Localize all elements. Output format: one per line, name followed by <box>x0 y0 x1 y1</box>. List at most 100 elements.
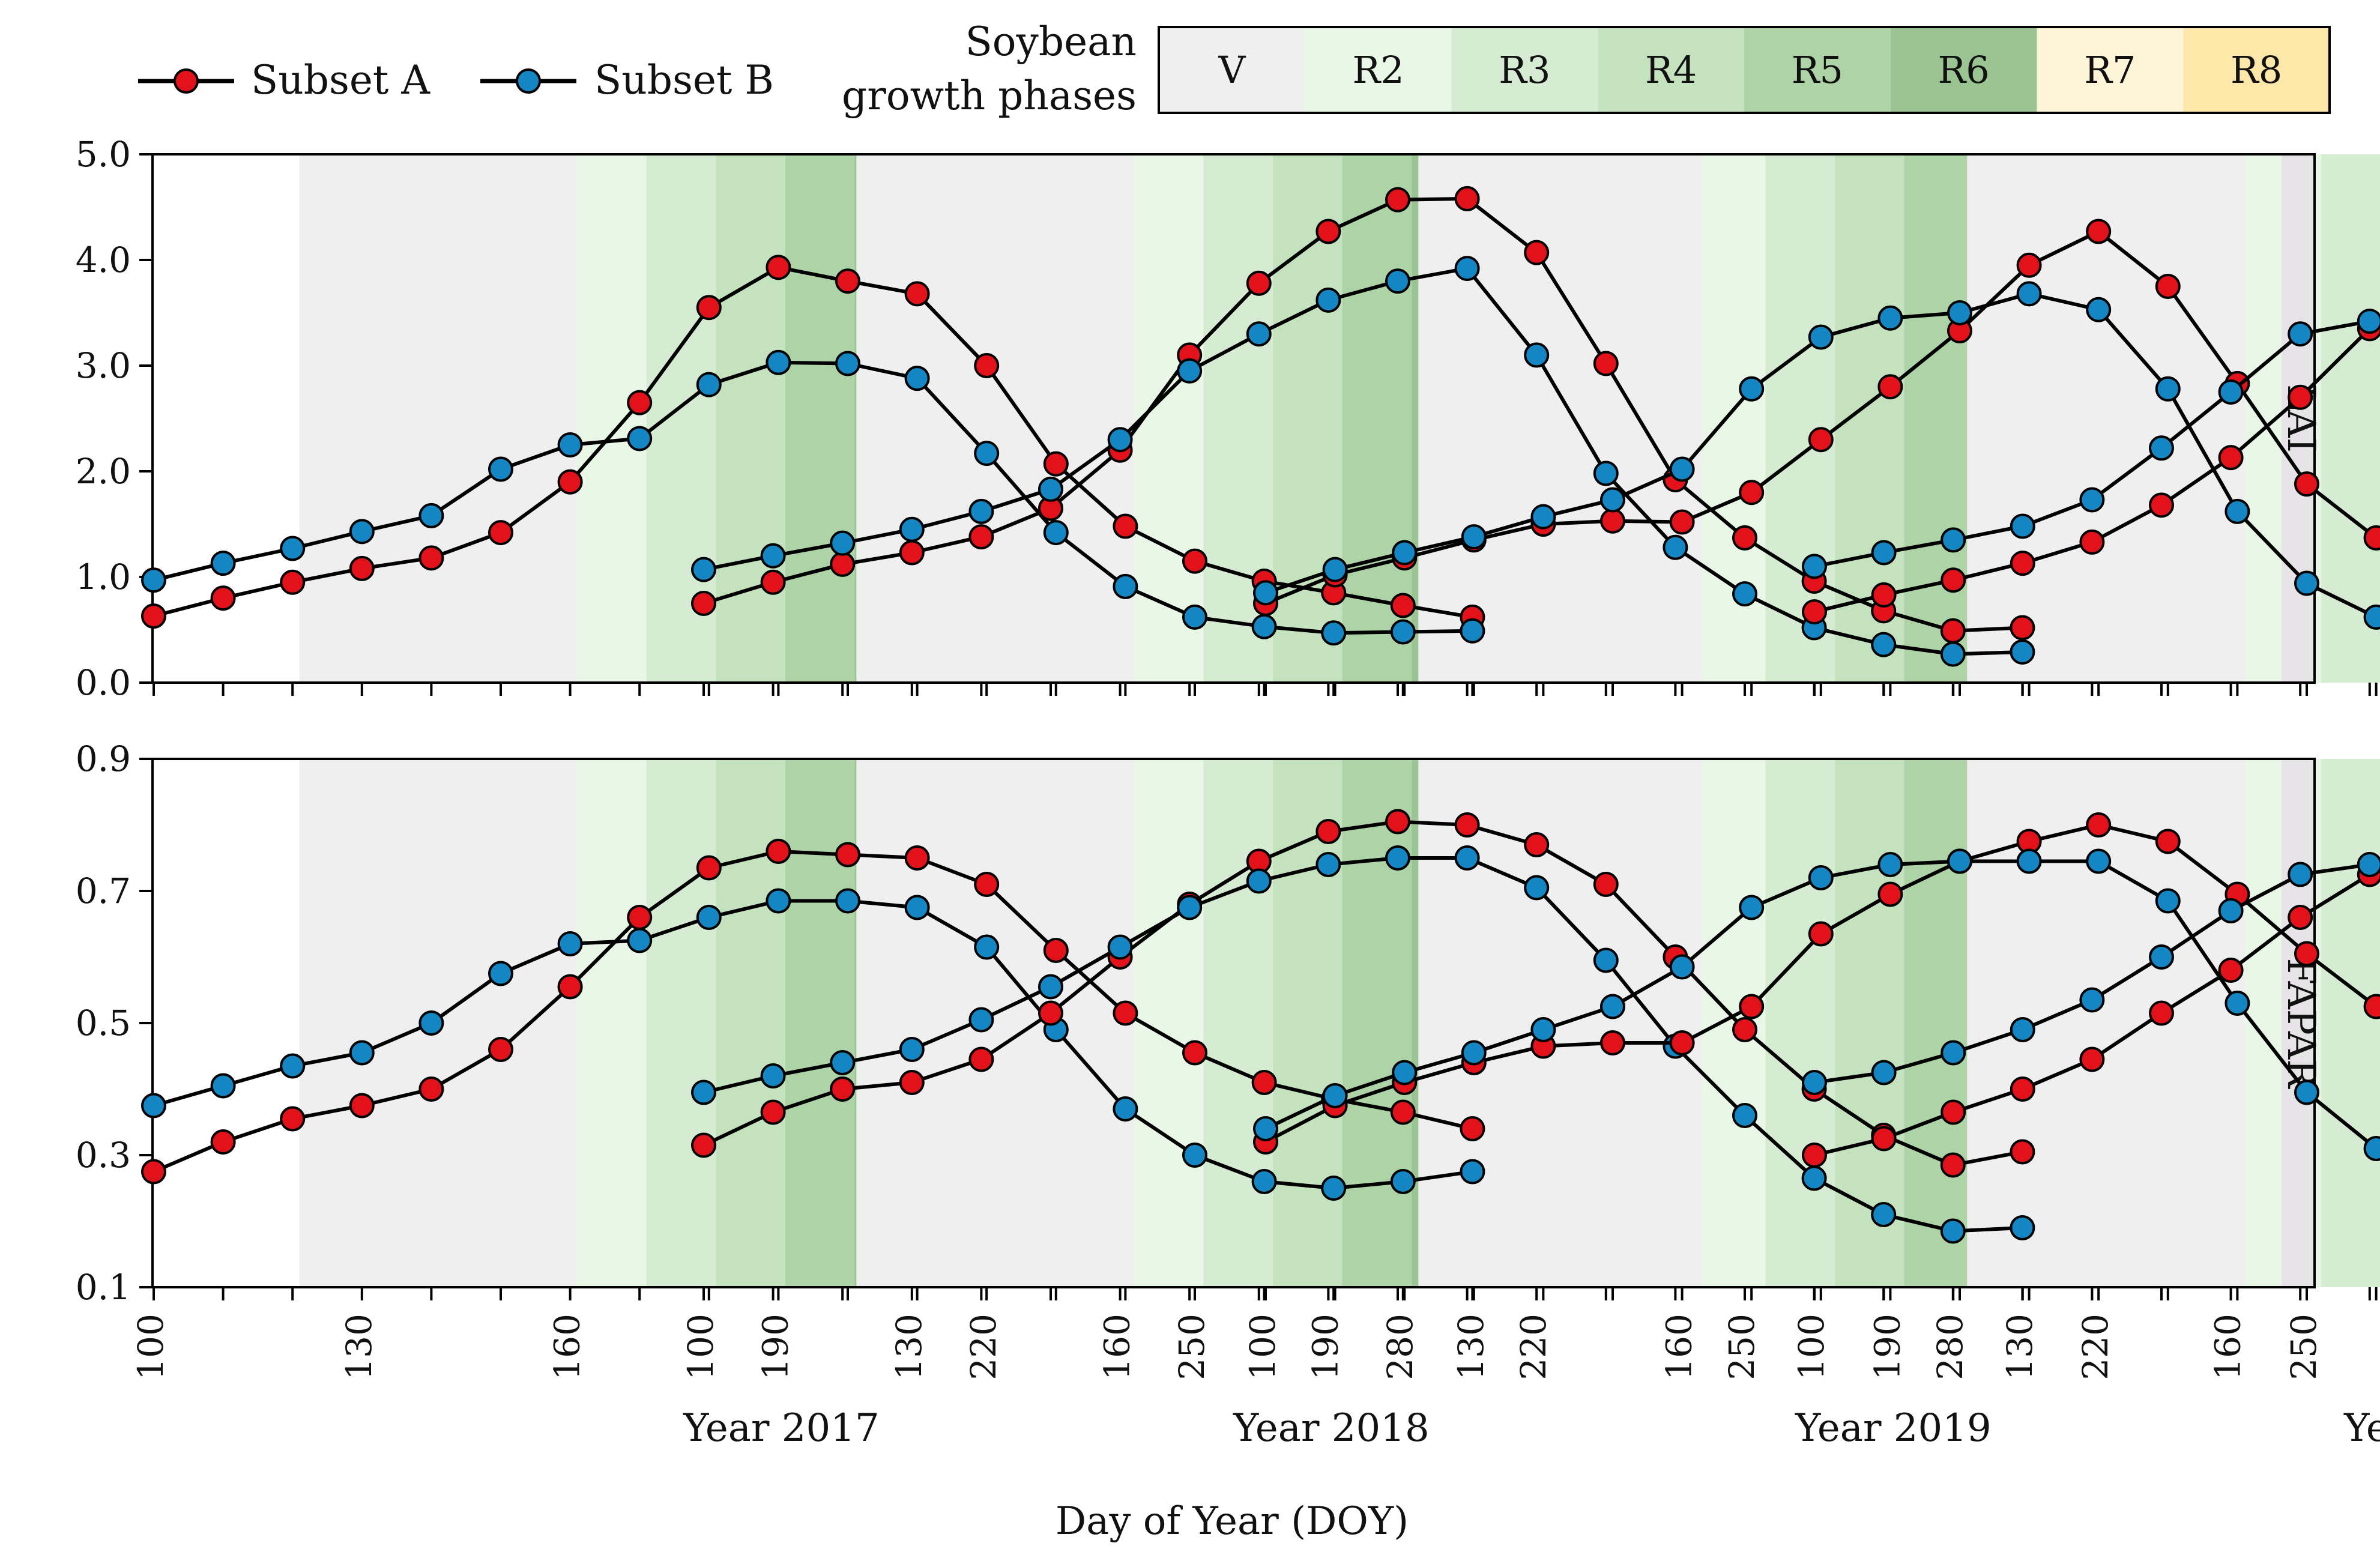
x-tick-label: 100 <box>680 1314 721 1380</box>
data-point-a <box>210 585 236 611</box>
data-point-b <box>280 1053 306 1079</box>
data-point-b <box>1593 947 1619 973</box>
data-point-b <box>696 372 722 397</box>
data-point-b <box>1871 540 1897 566</box>
data-point-a <box>1669 1030 1695 1055</box>
legend-label-b: Subset B <box>594 57 774 103</box>
data-point-b <box>1251 614 1277 639</box>
data-point-a <box>835 842 860 868</box>
data-point-a <box>1182 548 1207 574</box>
data-point-a <box>1802 599 1827 625</box>
x-tick-label: 160 <box>1097 1314 1138 1380</box>
phase-legend-swatch-r6 <box>1890 27 2037 113</box>
y-tick-label: 0.0 <box>76 662 131 703</box>
data-point-b <box>1947 848 1972 874</box>
data-point-a <box>2010 615 2035 641</box>
phase-band-r4 <box>716 759 785 1287</box>
data-point-a <box>1524 832 1550 857</box>
data-point-b <box>1802 1070 1827 1095</box>
x-tick-label: 220 <box>1513 1314 1554 1380</box>
x-tick-label: 190 <box>755 1314 796 1380</box>
panel-strip-fapar <box>2282 759 2315 1287</box>
x-tick-label: 250 <box>1721 1314 1762 1380</box>
data-point-b <box>488 961 513 986</box>
phase-band-r5 <box>1904 759 1974 1287</box>
data-point-b <box>1600 994 1625 1019</box>
phase-band-v <box>1967 759 2245 1287</box>
series-legend: Subset A Subset B <box>138 57 774 103</box>
data-point-a <box>1038 1000 1063 1026</box>
year-label: Year 2017 <box>683 1406 880 1451</box>
data-point-a <box>1802 1143 1827 1168</box>
phases-legend: Soybean growth phases V R2 R3 R4 R5 R6 R7 R8 <box>842 19 2331 119</box>
data-point-b <box>2294 570 2319 596</box>
data-point-b <box>1182 1143 1207 1168</box>
data-point-b <box>418 1010 444 1036</box>
year-label: Year 2019 <box>1795 1406 1992 1451</box>
data-point-b <box>974 441 1000 466</box>
data-point-b <box>1802 554 1827 579</box>
phase-legend-label-r8: R8 <box>2230 48 2282 92</box>
data-point-b <box>2149 435 2174 461</box>
data-point-b <box>1732 1103 1757 1128</box>
data-point-a <box>1940 1152 1966 1178</box>
data-point-b <box>1669 456 1695 482</box>
y-tick-label: 0.9 <box>76 738 131 779</box>
data-point-a <box>968 1046 994 1072</box>
data-point-b <box>2016 848 2042 874</box>
data-point-a <box>1113 1000 1138 1026</box>
data-point-b <box>210 1073 236 1099</box>
phase-band-r2 <box>577 759 647 1287</box>
data-point-a <box>1732 525 1757 551</box>
data-point-a <box>2086 812 2112 838</box>
x-tick-label: 130 <box>1451 1314 1491 1380</box>
y-tick-label: 0.7 <box>76 871 131 911</box>
phase-legend-swatch-r3 <box>1451 27 1598 113</box>
data-point-b <box>766 888 791 914</box>
phase-band-r4 <box>716 154 785 683</box>
data-point-a <box>1593 872 1619 897</box>
y-tick-label: 5.0 <box>76 134 131 175</box>
phase-band-r3 <box>646 759 716 1287</box>
phase-band-v <box>856 759 1134 1287</box>
data-point-a <box>904 281 930 307</box>
data-point-a <box>766 839 791 864</box>
data-point-a <box>691 591 716 616</box>
data-point-b <box>2357 852 2380 877</box>
data-point-b <box>1392 540 1418 566</box>
data-point-b <box>2357 309 2380 334</box>
data-point-b <box>1038 974 1063 1000</box>
y-tick-label: 0.5 <box>76 1003 131 1043</box>
data-point-a <box>2010 551 2035 576</box>
data-point-b <box>1454 845 1480 871</box>
data-point-b <box>1871 632 1897 657</box>
data-point-a <box>141 1159 166 1185</box>
data-point-a <box>1390 593 1416 618</box>
data-point-b <box>2155 376 2181 402</box>
data-point-a <box>1600 1030 1625 1055</box>
data-point-b <box>766 349 791 375</box>
phase-band-r4 <box>1834 759 1904 1287</box>
data-point-a <box>1315 219 1341 244</box>
data-point-a <box>1182 1040 1207 1066</box>
data-point-b <box>1877 305 1903 331</box>
data-point-a <box>280 1106 306 1132</box>
x-tick-label: 160 <box>1659 1314 1700 1380</box>
data-point-a <box>2010 1139 2035 1165</box>
data-point-a <box>1246 270 1272 296</box>
data-point-a <box>349 555 375 581</box>
data-point-a <box>349 1093 375 1119</box>
data-point-b <box>1663 534 1688 560</box>
data-point-a <box>2010 1076 2035 1102</box>
data-point-a <box>974 353 1000 378</box>
data-point-a <box>1732 1017 1757 1042</box>
data-point-a <box>691 1132 716 1158</box>
data-point-b <box>1253 580 1278 606</box>
data-point-b <box>141 567 166 593</box>
phase-band-r5 <box>785 759 855 1287</box>
data-point-b <box>691 557 716 582</box>
year-label: Year 2020 <box>2343 1406 2380 1451</box>
data-point-b <box>557 931 583 956</box>
